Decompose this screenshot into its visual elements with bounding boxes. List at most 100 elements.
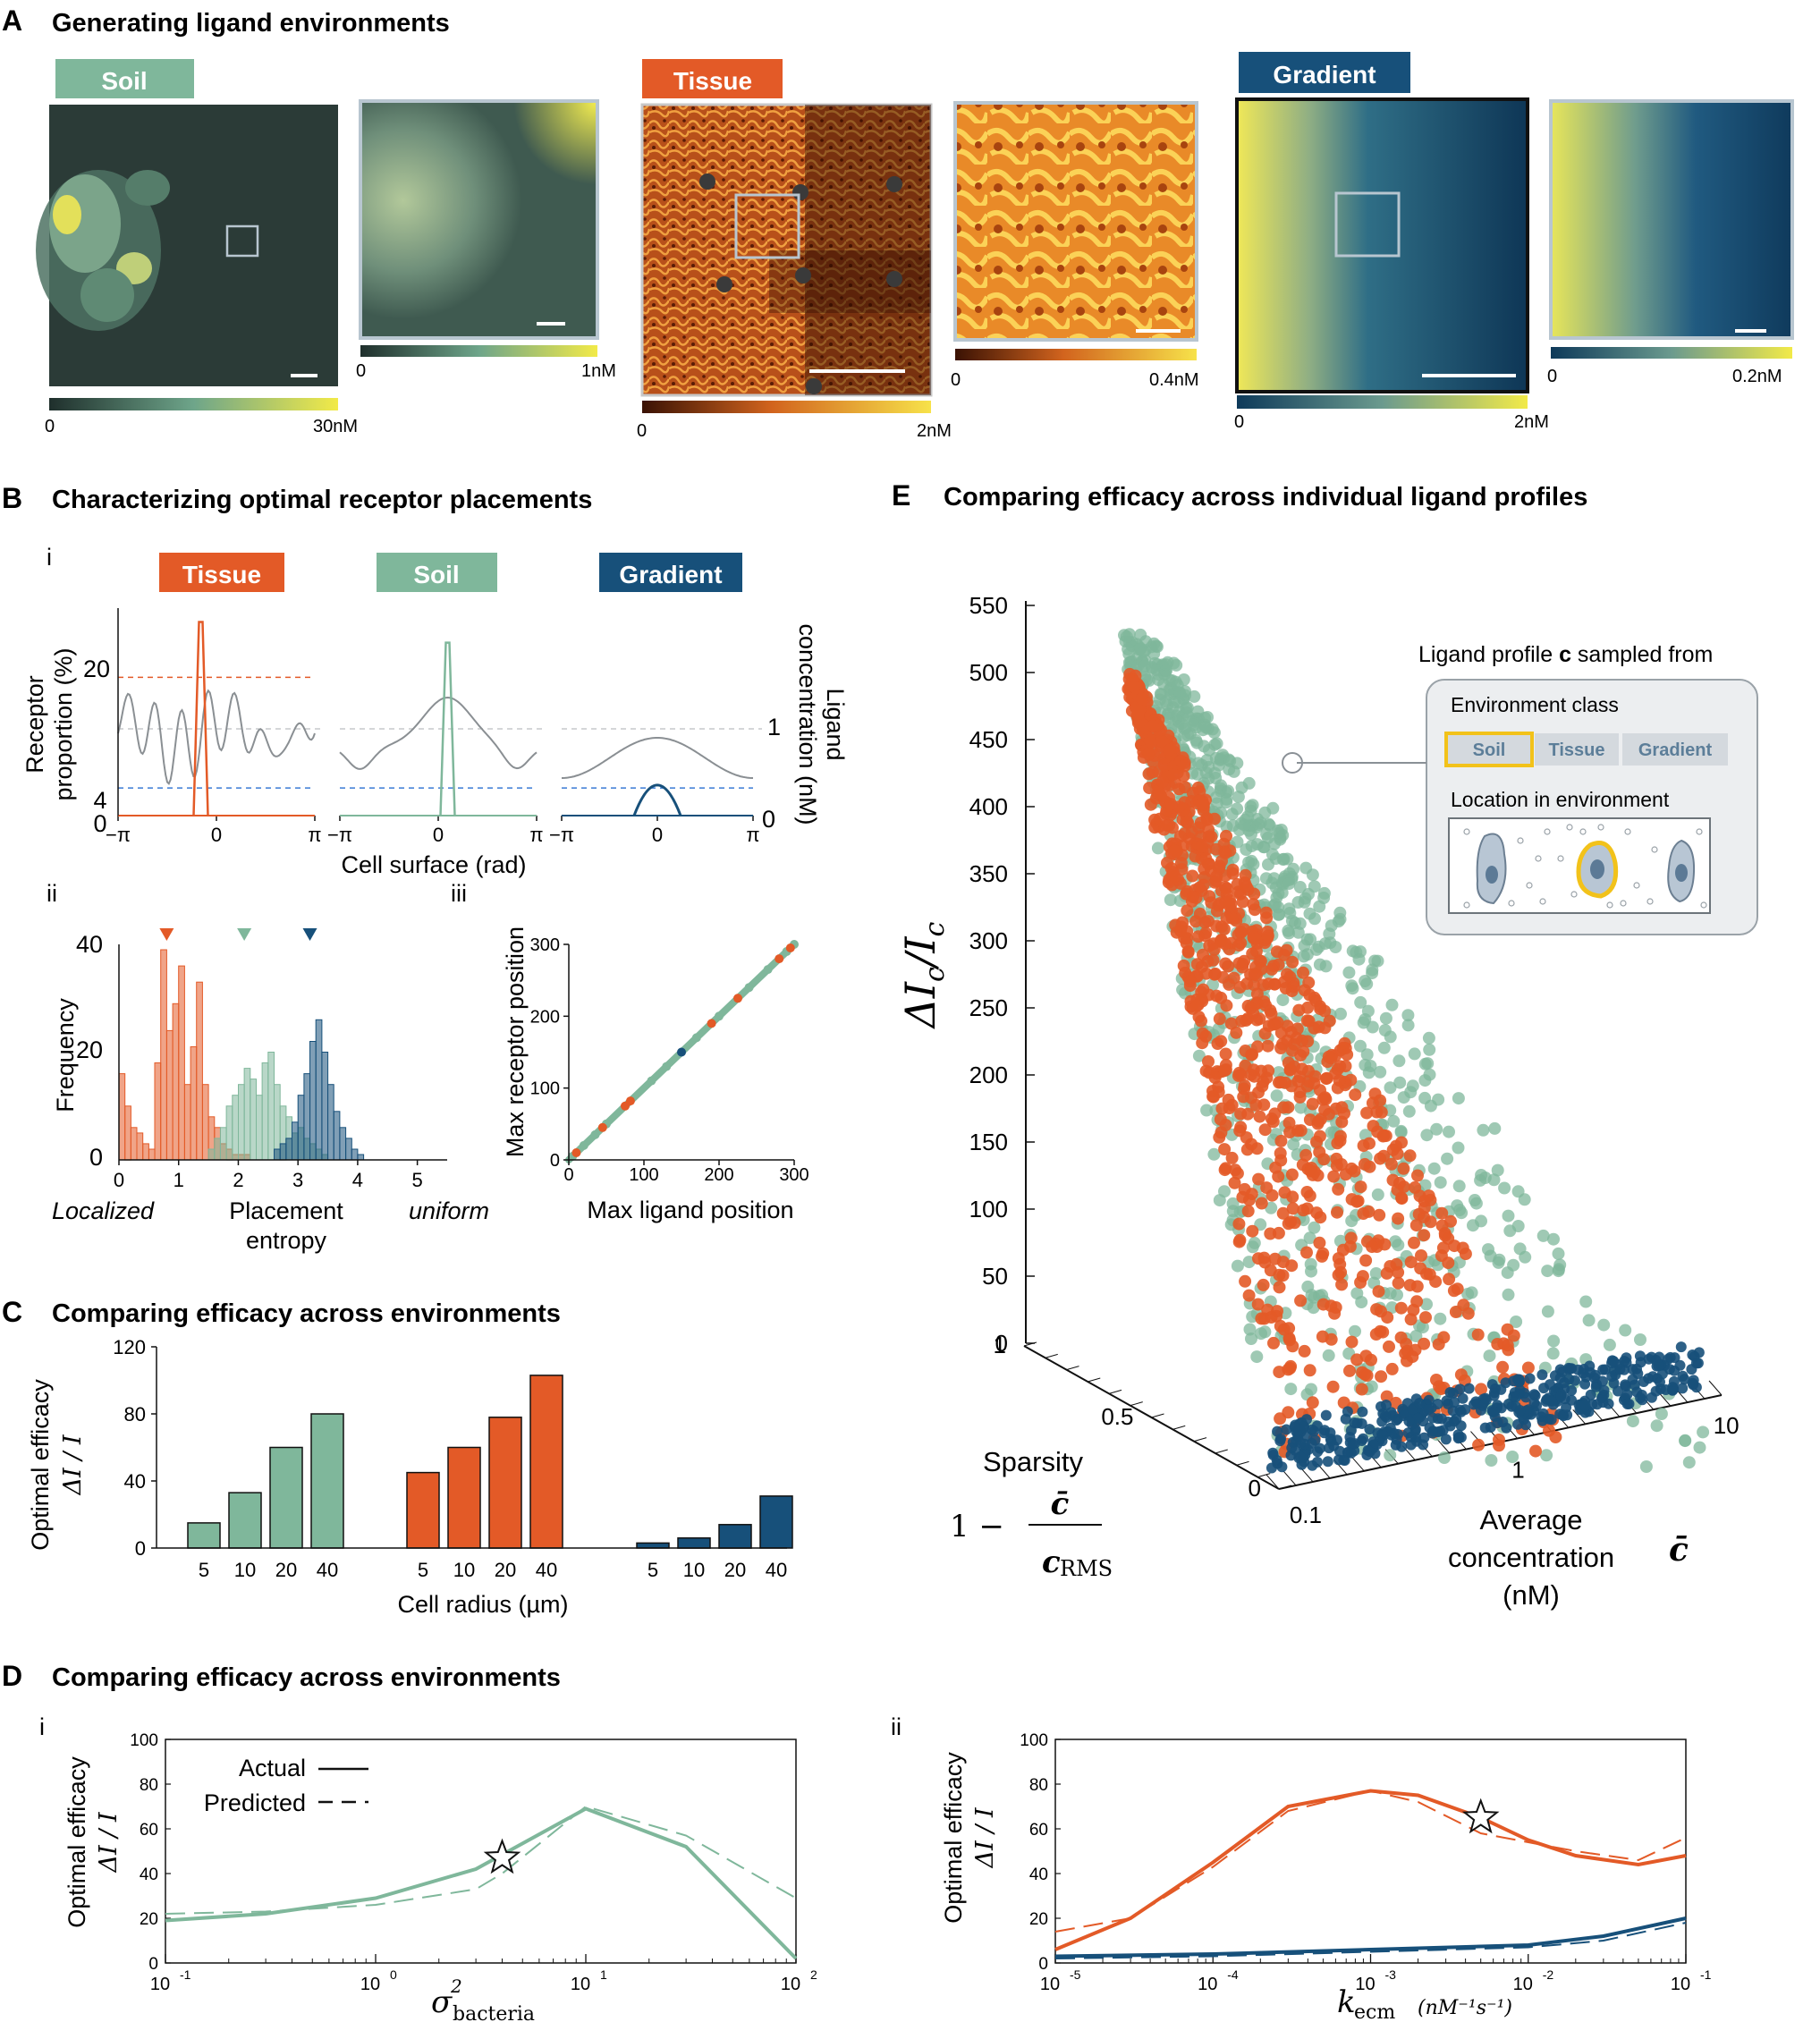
e-point-soil: [1374, 1065, 1387, 1079]
e-point-soil: [1547, 1232, 1560, 1246]
e-point-tissue: [1295, 1062, 1308, 1076]
e-point-gradient: [1687, 1349, 1698, 1360]
e-point-soil: [1172, 696, 1186, 709]
e-point-gradient: [1414, 1398, 1426, 1409]
e-point-tissue: [1278, 1186, 1291, 1199]
e-point-tissue: [1447, 1284, 1460, 1298]
panel-b: B Characterizing optimal receptor placem…: [2, 482, 849, 1254]
e-point-gradient: [1488, 1390, 1500, 1401]
e-point-soil: [1387, 1114, 1401, 1128]
e-point-soil: [1349, 1324, 1361, 1338]
e-point-tissue: [1419, 1311, 1432, 1324]
e-point-tissue: [1192, 1011, 1206, 1024]
e-point-tissue: [1232, 1066, 1246, 1079]
e-point-gradient: [1412, 1412, 1424, 1424]
e-point-tissue: [1404, 1256, 1418, 1269]
b-iii-point-soil: [590, 1129, 600, 1139]
e-point-soil: [1552, 1247, 1565, 1260]
panel-b-i-roman: i: [47, 544, 52, 571]
e-point-tissue: [1168, 844, 1181, 858]
e-point-soil: [1276, 994, 1290, 1007]
d-i-plot-ytick-label: 60: [140, 1821, 158, 1840]
b-ii-xtick-label: 5: [412, 1169, 423, 1191]
e-point-tissue: [1272, 1226, 1285, 1239]
b-i-xtick-label: 0: [652, 824, 663, 846]
e-3d-scatter: 55050045040035030025020015010050010.500.…: [969, 592, 1740, 1528]
e-point-tissue: [1262, 1019, 1275, 1033]
d-i-plot-xtick-label: 10: [571, 1975, 590, 1994]
soil-cbar-min: 0: [45, 417, 55, 436]
b-ii-xtick-label: 3: [292, 1169, 303, 1191]
b-tissue-tag: [159, 553, 284, 592]
e-point-soil: [1354, 1039, 1367, 1053]
e-point-tissue: [1234, 1107, 1248, 1121]
e-point-soil: [1294, 1101, 1308, 1114]
c-ytick-label: 40: [124, 1470, 146, 1493]
e-point-tissue: [1335, 1278, 1349, 1291]
e-point-tissue: [1241, 1205, 1255, 1218]
b-ii-bar-tissue: [160, 949, 167, 1161]
soil-cbar-max: 30nM: [313, 417, 358, 436]
e-inset: Ligand profile c sampled from Environmen…: [1282, 642, 1758, 935]
e-point-soil: [1303, 907, 1316, 920]
e-point-tissue: [1269, 1161, 1282, 1174]
e-point-gradient: [1364, 1424, 1376, 1435]
e-point-tissue: [1207, 943, 1221, 956]
d-i-plot-xtick-exp: 1: [600, 1967, 607, 1982]
c-bar-soil: [187, 1522, 221, 1549]
e-point-soil: [1243, 1323, 1257, 1336]
e-point-gradient: [1635, 1392, 1646, 1404]
e-point-tissue: [1308, 1070, 1322, 1083]
b-ii-bar-soil: [250, 1079, 257, 1161]
e-sparsity-tick: [1023, 1341, 1037, 1347]
e-point-tissue: [1274, 1134, 1288, 1147]
e-inset-class-tissue-label: Tissue: [1549, 740, 1605, 760]
e-point-tissue: [1267, 1336, 1280, 1349]
e-point-soil: [1342, 966, 1356, 979]
e-point-tissue: [1359, 1367, 1372, 1381]
e-sparsity-tick: [1151, 1413, 1164, 1418]
e-point-tissue: [1286, 955, 1299, 969]
b-ii-bar-gradient: [351, 1148, 359, 1161]
e-point-tissue: [1312, 1020, 1325, 1034]
e-point-tissue: [1236, 895, 1249, 909]
b-ii-xtick-label: 2: [233, 1169, 243, 1191]
b-ii-bar-soil: [225, 1105, 233, 1161]
d-ii-plot-ytick-label: 100: [1020, 1731, 1048, 1750]
e-point-tissue: [1190, 999, 1203, 1012]
soil-zoom-min: 0: [356, 361, 366, 381]
c-bar-soil: [310, 1413, 344, 1549]
e-point-gradient: [1621, 1399, 1633, 1409]
e-point-soil: [1422, 1031, 1435, 1045]
e-point-soil: [1246, 799, 1259, 812]
e-point-gradient: [1452, 1429, 1464, 1441]
c-bar-tissue: [529, 1375, 563, 1549]
b-ii-bar-gradient: [274, 1148, 281, 1161]
e-point-gradient: [1652, 1373, 1663, 1384]
e-point-soil: [1257, 841, 1270, 853]
e-point-tissue: [1448, 1239, 1461, 1253]
e-point-tissue: [1185, 825, 1198, 839]
b-ii-bar-tissue: [130, 1127, 138, 1161]
e-point-tissue: [1274, 1146, 1287, 1160]
e-point-tissue: [1257, 1098, 1271, 1112]
e-point-tissue: [1299, 1148, 1313, 1162]
e-point-gradient: [1520, 1419, 1531, 1431]
d-i-plot-ytick-label: 80: [140, 1776, 158, 1795]
e-point-gradient: [1403, 1416, 1415, 1427]
e-sparsity-tick-label: 0.5: [1101, 1403, 1133, 1430]
b-iii-ytick-label: 200: [530, 1007, 560, 1027]
b-ii-bar-tissue: [118, 1073, 126, 1161]
e-point-tissue: [1248, 887, 1261, 901]
e-point-gradient: [1559, 1377, 1570, 1388]
e-point-soil: [1334, 1007, 1347, 1020]
e-point-tissue: [1281, 1019, 1294, 1033]
e-point-soil: [1421, 1057, 1435, 1070]
e-point-tissue: [1193, 907, 1206, 920]
b-ii-bar-gradient: [292, 1121, 299, 1161]
b-ii-ytick-40: 40: [76, 931, 103, 958]
e-point-tissue: [1220, 911, 1233, 925]
e-point-soil: [1310, 943, 1323, 956]
e-point-tissue: [1360, 1106, 1374, 1120]
e-zlabel: ΔIc/Ic: [896, 921, 951, 1029]
